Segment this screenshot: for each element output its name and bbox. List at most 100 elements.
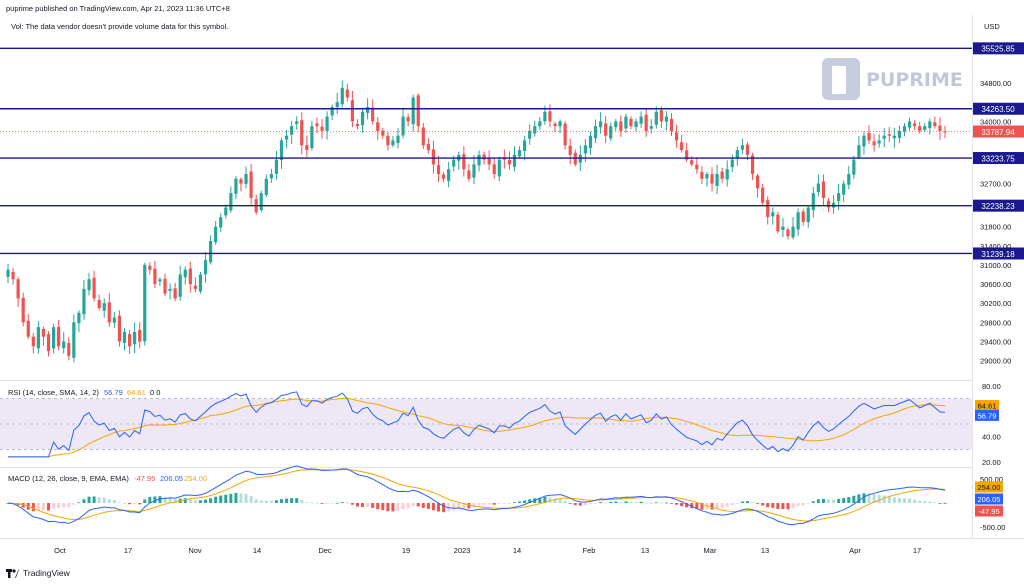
tradingview-logo-icon: [6, 568, 19, 578]
macd-histogram-bar: [563, 501, 567, 503]
candle-body: [355, 124, 360, 127]
candle-body: [796, 212, 800, 230]
macd-histogram-bar: [695, 503, 699, 509]
tradingview-footer[interactable]: TradingView: [6, 568, 70, 578]
macd-hist-value: -47.95: [134, 474, 155, 483]
candle-body: [533, 126, 537, 134]
candle-body: [512, 154, 517, 167]
macd-histogram-bar: [913, 499, 917, 503]
macd-histogram-bar: [219, 495, 223, 503]
candle-body: [163, 278, 167, 294]
price-axis-tick: 30600.00: [980, 280, 1011, 289]
macd-histogram-bar: [204, 499, 208, 503]
candle-body: [376, 122, 380, 131]
macd-histogram-bar: [285, 498, 289, 503]
candle-body: [117, 315, 122, 342]
candle-body: [761, 187, 765, 203]
candle-body: [62, 341, 66, 349]
price-axis-tick: 29000.00: [980, 357, 1011, 366]
candle-body: [593, 126, 598, 139]
macd-histogram-bar: [183, 498, 187, 503]
macd-histogram-bar: [923, 501, 927, 503]
candle-body: [36, 327, 40, 349]
macd-histogram-bar: [902, 498, 906, 503]
candle-body: [644, 114, 648, 131]
candle-body: [441, 174, 446, 179]
macd-histogram-bar: [492, 503, 496, 505]
publisher-note: puprime published on TradingView.com, Ap…: [6, 4, 230, 13]
candle-body: [431, 149, 436, 165]
macd-histogram-bar: [472, 503, 476, 508]
candle-body: [198, 274, 203, 292]
currency-label: USD: [984, 22, 1000, 31]
macd-histogram-bar: [416, 503, 420, 507]
candle-body: [745, 144, 750, 155]
candle-body: [902, 126, 907, 132]
last-price-tag: [973, 125, 1024, 138]
candle-body: [816, 183, 820, 193]
macd-histogram-bar: [482, 503, 486, 505]
candle-body: [497, 159, 501, 177]
rsi-ma-line: [8, 397, 946, 458]
macd-histogram-bar: [421, 503, 425, 508]
candle-body: [102, 303, 106, 311]
time-axis-tick: Apr: [849, 546, 861, 555]
candle-body: [715, 174, 719, 186]
macd-histogram-bar: [685, 503, 689, 508]
candle-body: [583, 145, 587, 154]
candle-body: [381, 130, 385, 136]
macd-histogram-bar: [82, 499, 86, 503]
candle-body: [639, 116, 643, 124]
candle-body: [806, 207, 810, 223]
candle-body: [720, 171, 724, 179]
macd-histogram-bar: [249, 496, 253, 503]
macd-histogram-bar: [87, 496, 91, 503]
macd-histogram-bar: [852, 495, 856, 503]
macd-histogram-bar: [847, 497, 851, 503]
candle-body: [224, 207, 228, 216]
macd-histogram-bar: [457, 503, 461, 509]
macd-histogram-bar: [507, 503, 511, 504]
candle-body: [887, 134, 891, 136]
candle-body: [730, 159, 734, 168]
macd-histogram-bar: [781, 503, 785, 510]
macd-histogram-bar: [827, 499, 831, 503]
price-axis-tick: 34800.00: [980, 79, 1011, 88]
candle-body: [264, 178, 268, 195]
macd-histogram-bar: [594, 503, 598, 504]
macd-histogram-bar: [538, 497, 542, 503]
macd-histogram-bar: [264, 500, 268, 503]
macd-histogram-bar: [583, 503, 587, 506]
price-axis-tick: 32700.00: [980, 180, 1011, 189]
candle-body: [786, 229, 790, 237]
macd-histogram-bar: [350, 503, 354, 505]
candle-body: [188, 268, 192, 285]
macd-histogram-bar: [477, 503, 481, 506]
macd-histogram-bar: [796, 503, 800, 507]
macd-histogram-bar: [244, 493, 248, 503]
time-axis-tick: Nov: [188, 546, 202, 555]
candle-body: [325, 116, 329, 131]
macd-histogram-bar: [36, 503, 40, 511]
candle-body: [92, 277, 96, 299]
candle-body: [416, 95, 420, 127]
price-axis-tick: 31000.00: [980, 261, 1011, 270]
candle-body: [482, 154, 486, 160]
macd-histogram-bar: [918, 500, 922, 503]
macd-histogram-bar: [487, 503, 491, 505]
macd-histogram-bar: [837, 498, 841, 503]
macd-histogram-bar: [943, 503, 947, 504]
candle-body: [811, 193, 815, 211]
macd-histogram-bar: [335, 502, 339, 504]
candle-body: [366, 107, 370, 113]
rsi-axis-tick: 80.00: [982, 382, 1001, 391]
volume-note: Vol: The data vendor doesn't provide vol…: [11, 22, 229, 31]
macd-histogram-bar: [573, 503, 577, 506]
macd-signal-line: [7, 469, 946, 522]
macd-histogram-bar: [198, 500, 202, 503]
macd-histogram-bar: [340, 502, 344, 503]
macd-histogram-bar: [52, 503, 56, 509]
macd-histogram-bar: [938, 503, 942, 504]
macd-histogram-bar: [700, 503, 704, 510]
price-axis-tick: 31400.00: [980, 242, 1011, 251]
